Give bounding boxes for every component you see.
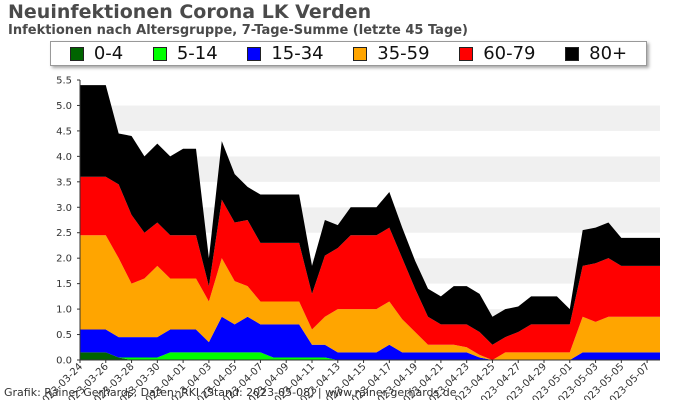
legend-label-35-59: 35-59 — [377, 43, 430, 64]
legend-label-80-plus: 80+ — [589, 43, 628, 64]
legend-swatch-35-59 — [353, 46, 368, 61]
legend-label-15-34: 15-34 — [271, 43, 324, 64]
footer-credit: Grafik: Rainer Gerhards, Daten: RKI (Sta… — [4, 386, 457, 399]
legend-item-80-plus: 80+ — [565, 43, 627, 64]
area-series-60-79 — [80, 176, 660, 360]
y-tick-label: 2.0 — [56, 254, 72, 265]
y-tick-label: 3.5 — [56, 177, 72, 188]
y-axis: 0.0 0.5 1.0 1.5 2.0 2.5 3.0 3.5 4.0 4.5 5.0 5.5 — [56, 76, 81, 367]
legend-label-0-4: 0-4 — [93, 43, 124, 64]
y-tick-label: 4.0 — [56, 152, 72, 163]
legend-swatch-15-34 — [247, 46, 262, 61]
legend-swatch-5-14 — [152, 46, 167, 61]
legend-swatch-60-79 — [459, 46, 474, 61]
chart-title: Neuinfektionen Corona LK Verden — [8, 1, 372, 23]
area-series-5-14 — [80, 352, 660, 360]
legend-item-0-4: 0-4 — [69, 43, 124, 64]
legend-swatch-0-4 — [69, 46, 84, 61]
legend-item-15-34: 15-34 — [247, 43, 324, 64]
area-series-80-plus — [80, 85, 660, 345]
legend-label-5-14: 5-14 — [176, 43, 218, 64]
y-tick-label: 1.0 — [56, 305, 72, 316]
y-tick-label: 5.5 — [56, 76, 72, 87]
legend-label-60-79: 60-79 — [483, 43, 536, 64]
grid-band — [80, 130, 660, 157]
y-tick-label: 0.5 — [56, 330, 72, 341]
legend-item-5-14: 5-14 — [152, 43, 218, 64]
stacked-areas — [80, 85, 660, 360]
chart-subtitle: Infektionen nach Altersgruppe, 7-Tage-Su… — [8, 23, 469, 38]
y-tick-label: 0.0 — [56, 356, 72, 367]
area-series-15-34 — [80, 316, 660, 360]
grid-band — [80, 105, 660, 131]
legend-item-35-59: 35-59 — [353, 43, 430, 64]
y-tick-label: 2.5 — [56, 228, 72, 239]
y-tick-label: 1.5 — [56, 279, 72, 290]
y-tick-label: 5.0 — [56, 101, 72, 112]
grid-band — [80, 80, 660, 106]
y-tick-label: 3.0 — [56, 203, 72, 214]
y-tick-label: 4.5 — [56, 126, 72, 137]
legend: 0-4 5-14 15-34 35-59 60-79 80+ — [50, 41, 647, 66]
area-series-35-59 — [80, 235, 660, 360]
legend-item-60-79: 60-79 — [459, 43, 536, 64]
legend-swatch-80-plus — [565, 46, 580, 61]
